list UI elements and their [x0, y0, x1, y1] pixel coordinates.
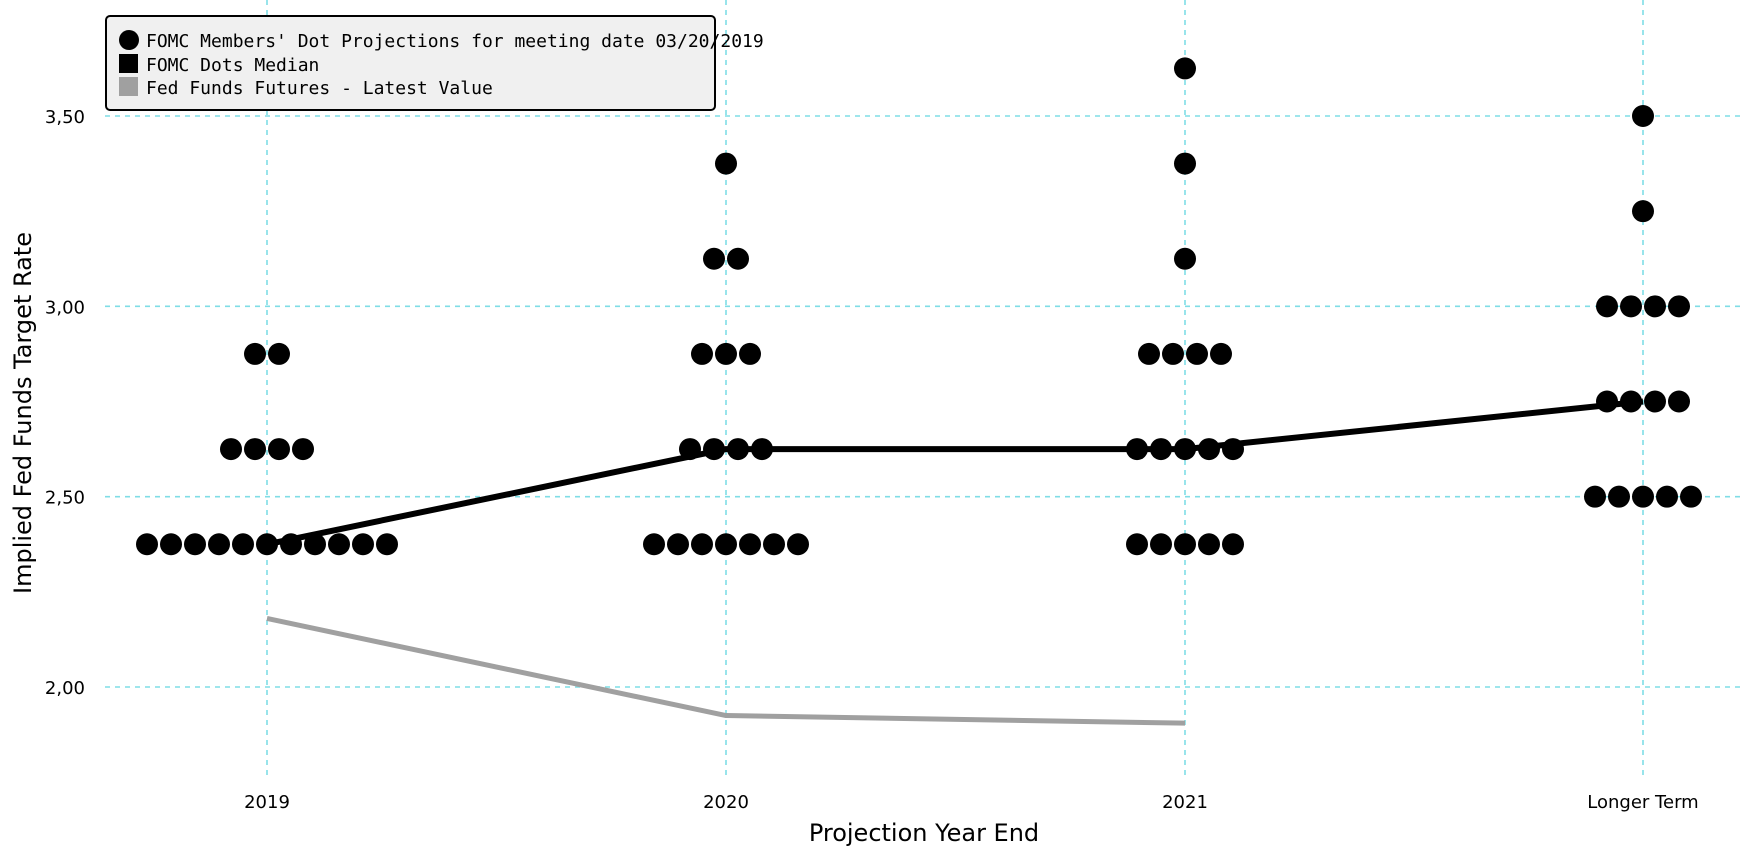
dot-projection — [763, 533, 785, 556]
dot-projection — [691, 342, 713, 365]
dot-projection — [304, 533, 326, 556]
dot-projection — [1680, 485, 1702, 508]
dot-projection — [1668, 295, 1690, 318]
dot-projection — [1174, 152, 1196, 175]
y-tick-label: 2,00 — [45, 678, 85, 699]
dot-projection — [1198, 533, 1220, 556]
dot-projection — [715, 152, 737, 175]
x-tick-labels: 2019 2020 2021 Longer Term — [244, 792, 1699, 813]
dot-projection — [1644, 295, 1666, 318]
median-line-layer — [266, 398, 1644, 548]
dot-projection — [1174, 57, 1196, 80]
dot-projection — [1620, 295, 1642, 318]
median-line — [266, 398, 1644, 548]
dot-projection — [1632, 485, 1654, 508]
dot-projection — [1644, 390, 1666, 413]
dot-projection — [232, 533, 254, 556]
y-tick-label: 2,50 — [45, 488, 85, 509]
legend-box — [105, 15, 716, 111]
legend-label-median: FOMC Dots Median — [146, 55, 319, 76]
x-tick-label: Longer Term — [1587, 792, 1698, 813]
futures-line — [266, 616, 1186, 726]
y-tick-label: 3,00 — [45, 297, 85, 318]
legend-median-marker — [119, 54, 138, 73]
dot-projection — [691, 533, 713, 556]
dot-projection — [1150, 533, 1172, 556]
dot-projection — [1162, 342, 1184, 365]
dot-projection — [208, 533, 230, 556]
x-tick-label: 2020 — [703, 792, 749, 813]
dot-projection — [160, 533, 182, 556]
dot-projection — [292, 438, 314, 461]
dot-projection — [268, 342, 290, 365]
dot-projection — [715, 533, 737, 556]
x-tick-label: 2021 — [1162, 792, 1208, 813]
dot-projection — [184, 533, 206, 556]
x-axis-title: Projection Year End — [809, 819, 1039, 847]
dot-projection — [220, 438, 242, 461]
legend-dot-marker — [119, 30, 139, 50]
dot-projection — [703, 247, 725, 270]
dot-projection — [136, 533, 158, 556]
dot-projection — [715, 342, 737, 365]
dot-projection — [1596, 295, 1618, 318]
y-tick-label: 3,50 — [45, 107, 85, 128]
dot-projection — [352, 533, 374, 556]
futures-line-layer — [266, 616, 1186, 726]
dot-projection — [1174, 247, 1196, 270]
legend-label-futures: Fed Funds Futures - Latest Value — [146, 78, 493, 99]
dot-projection — [643, 533, 665, 556]
dot-projection — [739, 342, 761, 365]
dot-projection — [1138, 342, 1160, 365]
legend: FOMC Members' Dot Projections for meetin… — [105, 15, 764, 111]
dot-projection — [244, 438, 266, 461]
dot-projection — [727, 247, 749, 270]
y-axis-title: Implied Fed Funds Target Rate — [9, 232, 37, 594]
dot-projection — [244, 342, 266, 365]
dot-projection — [1656, 485, 1678, 508]
y-tick-labels: 2,00 2,50 3,00 3,50 — [45, 107, 85, 699]
x-tick-label: 2019 — [244, 792, 290, 813]
dot-projection — [1632, 200, 1654, 223]
dot-projection — [1126, 533, 1148, 556]
dot-projection — [1632, 105, 1654, 127]
dot-projection — [1608, 485, 1630, 508]
dot-projection — [787, 533, 809, 556]
dot-projection — [739, 533, 761, 556]
legend-label-dots: FOMC Members' Dot Projections for meetin… — [146, 31, 764, 52]
dot-projection — [376, 533, 398, 556]
dot-projection — [1668, 390, 1690, 413]
dot-projection — [1174, 533, 1196, 556]
grid-layer — [105, 0, 1741, 780]
dot-projection — [1222, 533, 1244, 556]
dot-projection — [1584, 485, 1606, 508]
dot-projection — [667, 533, 689, 556]
dot-projection — [268, 438, 290, 461]
dot-projection — [1210, 342, 1232, 365]
dot-projection — [328, 533, 350, 556]
dot-projection — [1186, 342, 1208, 365]
legend-futures-marker — [119, 77, 138, 96]
